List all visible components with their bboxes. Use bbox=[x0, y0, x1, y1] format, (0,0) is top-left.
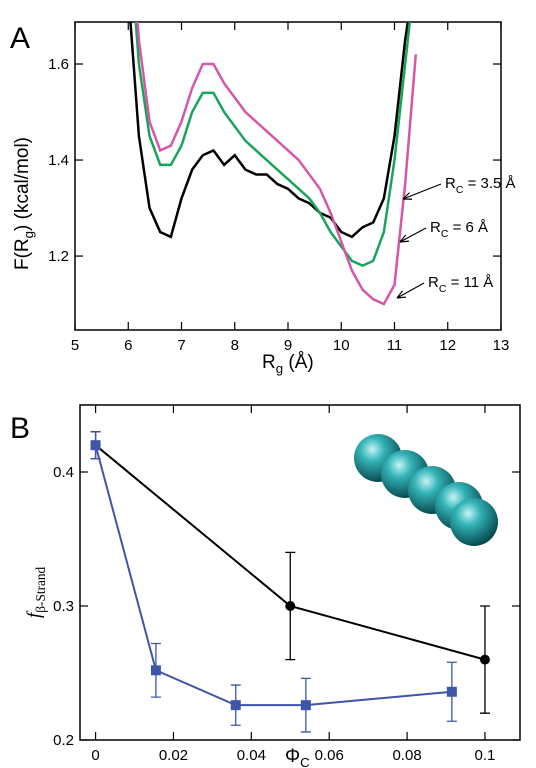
x-tick-label: 5 bbox=[71, 337, 79, 354]
data-point bbox=[446, 686, 457, 697]
axis-label: Rg (Å) bbox=[262, 352, 314, 376]
series-annotation: RC = 6 Å bbox=[430, 219, 488, 240]
label-main: R bbox=[445, 175, 456, 192]
label-sub: C bbox=[439, 283, 447, 295]
x-tick-label: 8 bbox=[231, 337, 239, 354]
label-sub: C bbox=[300, 755, 310, 768]
y-tick-label: 1.6 bbox=[48, 56, 69, 73]
arrow-head bbox=[402, 192, 413, 200]
label-sub: C bbox=[456, 184, 464, 196]
label-suffix: (Å) bbox=[283, 352, 314, 373]
x-tick-label: 7 bbox=[177, 337, 185, 354]
label-sub: g bbox=[276, 361, 283, 376]
label-sub: β-Strand bbox=[33, 566, 48, 612]
series-annotation: RC = 3.5 Å bbox=[445, 175, 516, 196]
data-line bbox=[129, 22, 410, 239]
y-tick-label: 0.4 bbox=[53, 464, 74, 481]
x-tick-label: 0.08 bbox=[392, 747, 421, 764]
y-tick-label: 0.2 bbox=[53, 732, 74, 749]
data-point bbox=[230, 700, 241, 711]
x-tick-label: 12 bbox=[439, 337, 456, 354]
axis-label: fβ-Strand bbox=[24, 566, 48, 618]
data-point bbox=[300, 700, 311, 711]
x-tick-label: 0.02 bbox=[159, 747, 188, 764]
label-suffix: = 6 Å bbox=[448, 219, 488, 236]
x-tick-label: 0 bbox=[91, 747, 99, 764]
x-tick-label: 9 bbox=[284, 337, 292, 354]
plot-frame bbox=[79, 404, 521, 741]
x-tick-label: 11 bbox=[387, 337, 403, 354]
x-tick-label: 13 bbox=[493, 337, 510, 354]
y-tick-label: 0.3 bbox=[53, 598, 74, 615]
label-main: R bbox=[428, 274, 439, 291]
series-group bbox=[90, 431, 490, 733]
axis-label: F(Rg) (kcal/mol) bbox=[12, 137, 36, 270]
y-tick-label: 1.4 bbox=[48, 152, 69, 169]
label-main: F(R bbox=[12, 238, 33, 270]
data-point bbox=[479, 654, 490, 665]
axis-label: ΦC bbox=[285, 746, 310, 768]
panel-label: B bbox=[10, 412, 30, 445]
label-suffix: = 3.5 Å bbox=[463, 175, 515, 192]
data-point bbox=[90, 440, 101, 451]
label-suffix: = 11 Å bbox=[446, 274, 493, 291]
arrow-head bbox=[396, 290, 407, 299]
x-tick-label: 6 bbox=[124, 337, 132, 354]
molecule-icon bbox=[354, 434, 498, 546]
data-line bbox=[134, 22, 412, 268]
annotation-arrow bbox=[396, 282, 425, 299]
label-suffix: ) (kcal/mol) bbox=[12, 137, 33, 231]
x-tick-label: 0.1 bbox=[475, 747, 496, 764]
arrow-head bbox=[399, 234, 410, 243]
x-tick-label: 0.06 bbox=[315, 747, 344, 764]
y-tick-label: 1.2 bbox=[48, 248, 69, 265]
label-sub: C bbox=[441, 228, 449, 240]
x-tick-label: 10 bbox=[333, 337, 350, 354]
label-sub: g bbox=[21, 231, 36, 238]
label-main: R bbox=[262, 352, 276, 373]
label-main: R bbox=[430, 219, 441, 236]
label-main: Φ bbox=[285, 746, 300, 767]
data-point bbox=[150, 665, 161, 676]
data-point bbox=[285, 601, 296, 611]
label-main: f bbox=[24, 610, 45, 618]
x-tick-label: 0.04 bbox=[237, 747, 266, 764]
series-annotation: RC = 11 Å bbox=[428, 274, 493, 295]
lines bbox=[129, 22, 418, 306]
data-line bbox=[136, 22, 418, 306]
annotation-arrow bbox=[402, 183, 442, 200]
panel-label: A bbox=[10, 22, 30, 55]
annotation-arrow bbox=[399, 227, 427, 243]
